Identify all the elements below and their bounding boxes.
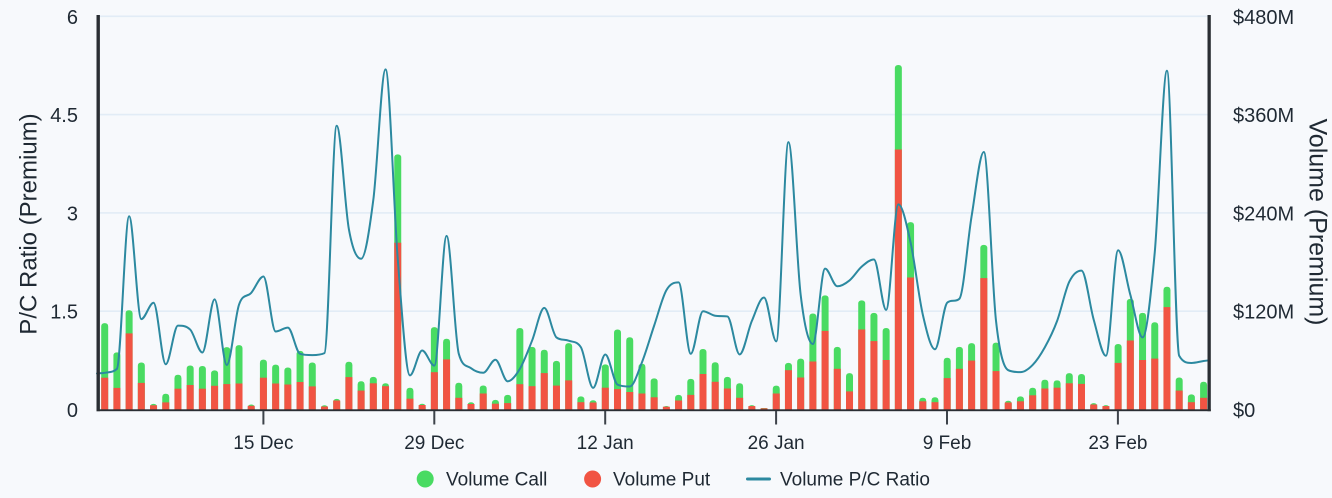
- svg-text:1.5: 1.5: [50, 302, 78, 324]
- svg-text:0: 0: [67, 400, 78, 422]
- svg-text:29 Dec: 29 Dec: [404, 433, 464, 454]
- svg-text:$120M: $120M: [1233, 302, 1294, 324]
- svg-text:12 Jan: 12 Jan: [577, 433, 634, 454]
- svg-text:Volume P/C Ratio: Volume P/C Ratio: [780, 470, 930, 491]
- svg-text:26 Jan: 26 Jan: [748, 433, 805, 454]
- svg-text:$240M: $240M: [1233, 203, 1294, 225]
- svg-text:15 Dec: 15 Dec: [233, 433, 293, 454]
- svg-text:$480M: $480M: [1233, 7, 1294, 29]
- svg-text:23 Feb: 23 Feb: [1088, 433, 1147, 454]
- svg-text:3: 3: [67, 203, 78, 225]
- svg-text:$0: $0: [1233, 400, 1255, 422]
- svg-text:9 Feb: 9 Feb: [923, 433, 972, 454]
- svg-text:Volume Put: Volume Put: [613, 470, 711, 491]
- svg-text:Volume (Premium): Volume (Premium): [1304, 119, 1332, 326]
- svg-text:$360M: $360M: [1233, 105, 1294, 127]
- svg-text:6: 6: [67, 7, 78, 29]
- svg-text:Volume Call: Volume Call: [446, 470, 547, 491]
- svg-text:P/C Ratio (Premium): P/C Ratio (Premium): [16, 113, 43, 334]
- svg-text:4.5: 4.5: [50, 105, 78, 127]
